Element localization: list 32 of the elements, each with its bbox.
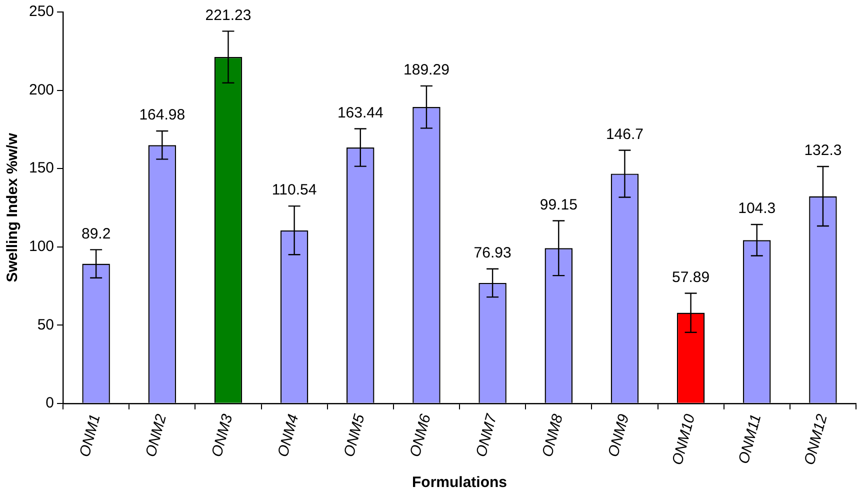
x-axis-title: Formulations	[412, 474, 508, 492]
data-label: 163.44	[337, 104, 384, 122]
y-tick-label: 0	[46, 394, 54, 412]
data-label: 110.54	[272, 182, 317, 199]
y-tick-label: 50	[37, 316, 54, 334]
y-tick-label: 250	[28, 3, 54, 20]
x-tick-label: ONM4	[274, 412, 302, 459]
y-axis-title: Swelling Index %w/w	[4, 132, 22, 282]
data-label: 221.23	[205, 6, 252, 24]
data-label: 164.98	[139, 106, 186, 124]
data-label: 189.29	[404, 62, 450, 79]
x-tick-label: ONM12	[801, 412, 832, 467]
x-tick-label: ONM5	[340, 412, 368, 459]
x-tick-label: ONM3	[208, 412, 236, 459]
x-tick-label: ONM2	[142, 412, 170, 459]
x-tick-label: ONM1	[76, 412, 104, 459]
x-tick-label: ONM9	[604, 412, 633, 459]
data-label: 57.89	[672, 268, 710, 286]
data-label: 89.2	[81, 225, 111, 242]
y-tick-label: 200	[28, 81, 54, 98]
data-label: 104.3	[738, 200, 776, 218]
x-tick-label: ONM8	[538, 412, 567, 459]
data-label: 76.93	[474, 244, 512, 262]
x-tick-label: ONM6	[406, 412, 435, 459]
data-label: 132.3	[804, 142, 842, 160]
data-label: 99.15	[540, 196, 578, 214]
data-label: 146.7	[606, 126, 644, 143]
y-tick-label: 150	[28, 160, 54, 177]
x-tick-label: ONM10	[668, 412, 699, 467]
x-tick-label: ONM7	[472, 412, 501, 459]
x-tick-label: ONM11	[735, 412, 765, 466]
y-tick-label: 100	[28, 238, 54, 255]
